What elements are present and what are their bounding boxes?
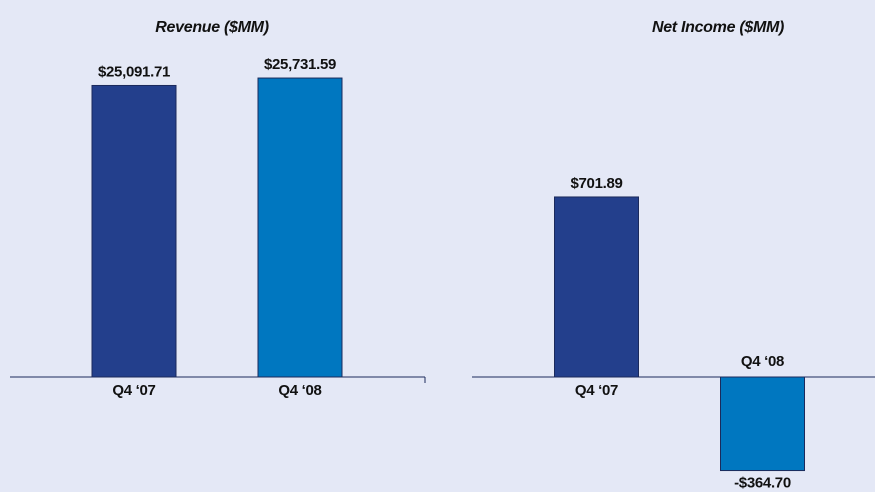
x-tick-label: Q4 ‘08 — [278, 382, 321, 399]
chart-title: Net Income ($MM) — [652, 19, 784, 36]
x-tick-label: Q4 ‘08 — [741, 353, 784, 370]
value-label: -$364.70 — [734, 475, 791, 492]
value-label: $25,091.71 — [98, 63, 170, 80]
value-label: $25,731.59 — [264, 56, 336, 73]
bar — [257, 77, 343, 378]
x-tick-label: Q4 ‘07 — [112, 382, 155, 399]
chart-title: Revenue ($MM) — [155, 19, 268, 36]
bar — [554, 196, 639, 378]
value-label: $701.89 — [570, 175, 622, 192]
bar — [91, 84, 177, 378]
x-tick-label: Q4 ‘07 — [575, 382, 618, 399]
bar — [720, 376, 805, 472]
